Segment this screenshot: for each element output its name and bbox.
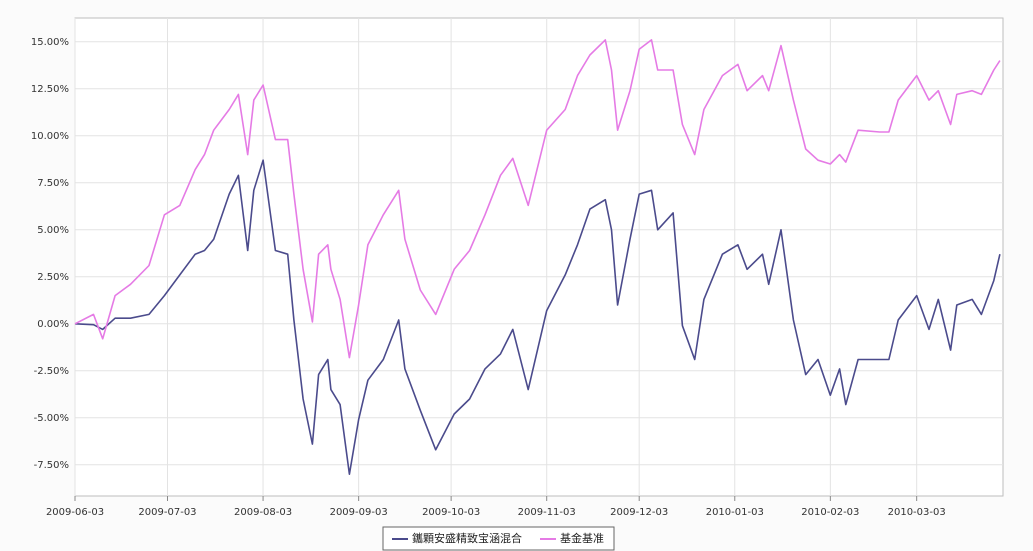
y-tick-label: 7.50% bbox=[37, 178, 69, 189]
y-tick-label: 10.00% bbox=[31, 131, 69, 142]
series-line bbox=[74, 39, 1001, 359]
x-tick-label: 2009-10-03 bbox=[422, 507, 480, 518]
x-tick-label: 2010-01-03 bbox=[706, 507, 764, 518]
x-tick-label: 2009-12-03 bbox=[610, 507, 668, 518]
x-tick-label: 2010-02-03 bbox=[801, 507, 859, 518]
y-tick-label: 0.00% bbox=[37, 319, 69, 330]
y-tick-label: -7.50% bbox=[34, 460, 69, 471]
legend-box bbox=[382, 526, 615, 551]
x-tick-label: 2010-03-03 bbox=[888, 507, 946, 518]
x-tick-label: 2009-09-03 bbox=[330, 507, 388, 518]
y-tick-label: 15.00% bbox=[31, 37, 69, 48]
plot-area bbox=[74, 17, 1004, 497]
y-tick-label: 12.50% bbox=[31, 84, 69, 95]
y-tick-label: -2.50% bbox=[34, 366, 69, 377]
y-tick-label: 5.00% bbox=[37, 225, 69, 236]
legend-label: 鑴顆安盛精致宝涵混合 bbox=[412, 531, 522, 545]
y-tick-label: -5.00% bbox=[34, 413, 69, 424]
x-tick-label: 2009-06-03 bbox=[46, 507, 104, 518]
legend: 鑴顆安盛精致宝涵混合 基金基准 bbox=[382, 526, 615, 551]
series-line bbox=[74, 159, 1001, 475]
y-tick-label: 2.50% bbox=[37, 272, 69, 283]
x-tick-label: 2009-08-03 bbox=[234, 507, 292, 518]
x-tick-label: 2009-07-03 bbox=[138, 507, 196, 518]
x-tick-label: 2009-11-03 bbox=[518, 507, 576, 518]
legend-label: 基金基准 bbox=[560, 531, 604, 545]
